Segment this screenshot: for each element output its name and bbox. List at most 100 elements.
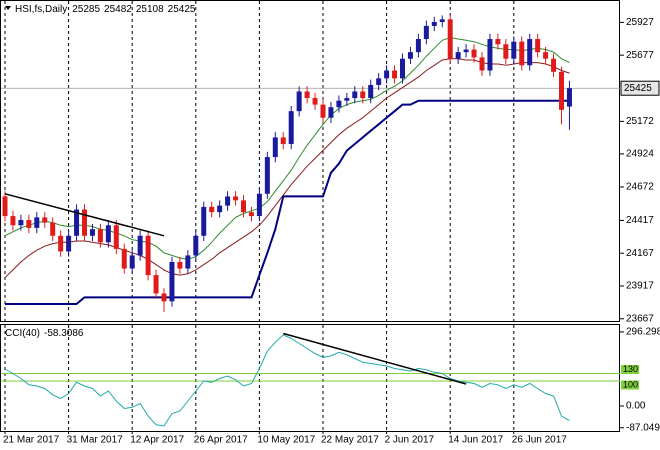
x-tick-label: 12 Apr 2017 [130,435,184,446]
candle-body [58,235,64,252]
candle-body [503,44,509,59]
candle-body [105,225,111,243]
x-tick-label: 10 May 2017 [257,435,315,446]
x-tick-label: 21 Mar 2017 [3,435,60,446]
candle-body [296,91,302,112]
cci-header: CCI(40) -58.3086 [5,328,84,339]
candle-body [145,235,151,276]
candle-body [225,196,231,206]
candle-body [336,100,342,108]
candle-body [392,70,398,79]
candle-body [201,206,207,236]
candle-body [50,222,56,236]
last-close: 25425 [168,4,196,15]
candle-body [153,275,159,294]
candle-body [487,39,493,71]
candle-body [82,209,87,236]
candle-body [439,19,445,22]
candle-body [121,248,127,269]
x-tick-label: 26 Jun 2017 [512,435,567,446]
candle-body [34,217,40,228]
candle-body [241,200,246,213]
y-tick-label: 25927 [626,17,654,28]
cci-name: CCI(40) [5,328,40,339]
candle-body [209,206,215,213]
candle-body [233,196,239,201]
y-tick-label: -87.0498 [626,422,660,433]
price-label-box [620,80,660,96]
candle-body [42,217,48,223]
candle-body [566,88,572,107]
candle-body [431,21,437,26]
indicator-line [4,58,570,279]
candle-body [463,49,469,53]
candle-body [543,52,549,59]
candle-body [288,111,294,144]
candle-body [407,52,413,59]
candle-body [535,39,541,53]
candle-body [495,39,501,45]
cci-pane [0,324,620,432]
candle-body [185,255,191,269]
candle-body [551,58,557,72]
candle-body [97,229,103,243]
candle-body [415,39,421,53]
y-tick-label: 24167 [626,248,654,259]
x-tick-label: 2 Jun 2017 [385,435,435,446]
candle-body [217,205,223,213]
last-open: 25285 [72,4,100,15]
candle-body [264,157,270,194]
y-tick-label: 25677 [626,50,654,61]
candle-body [328,107,334,118]
candle-body [304,91,310,99]
price-pane [0,0,620,322]
candle-body [26,220,32,228]
candle-body [360,91,366,99]
candle-body [471,49,477,58]
candle-body [368,84,374,99]
candle-body [10,216,16,226]
candle-body [256,193,262,217]
candle-body [447,19,453,59]
cci-last: -58.3086 [44,328,84,339]
y-tick-label: 23667 [626,313,654,324]
y-tick-label: 24924 [626,149,654,160]
candle-body [455,52,461,59]
x-tick-label: 22 May 2017 [321,435,379,446]
candle-body [193,235,199,256]
y-tick-label: 24417 [626,215,654,226]
candle-body [248,212,254,217]
level-label: 130 [623,364,638,374]
candle-body [137,235,143,256]
candle-body [18,220,24,226]
candle-body [74,209,80,236]
candle-body [169,261,175,302]
candle-body [129,255,135,269]
x-tick-label: 14 Jun 2017 [448,435,503,446]
candle-body [527,39,533,66]
level-label: 100 [623,379,638,389]
candle-body [280,137,286,144]
cci-line [4,334,570,427]
last-high: 25482 [104,4,132,15]
candle-body [66,235,72,252]
candle-body [312,98,318,105]
x-tick-label: 26 Apr 2017 [194,435,248,446]
candle-body [89,229,95,236]
candle-body [423,25,429,40]
level-label-box [621,380,639,390]
candle-body [344,98,350,101]
level-label-box [621,365,639,374]
y-tick-label: 0.00 [626,401,646,412]
indicator-line [4,37,570,260]
candle-body [519,41,525,66]
candle-body [559,71,564,110]
candle-body [177,261,183,269]
price-header: HSI,fs,Daily 25285 25482 25108 25425 [15,4,196,15]
trend-line [283,332,467,385]
candle-body [376,78,382,85]
candle-body [479,57,485,71]
y-tick-label: 296.2986 [626,327,660,338]
menu-icon [5,6,11,10]
